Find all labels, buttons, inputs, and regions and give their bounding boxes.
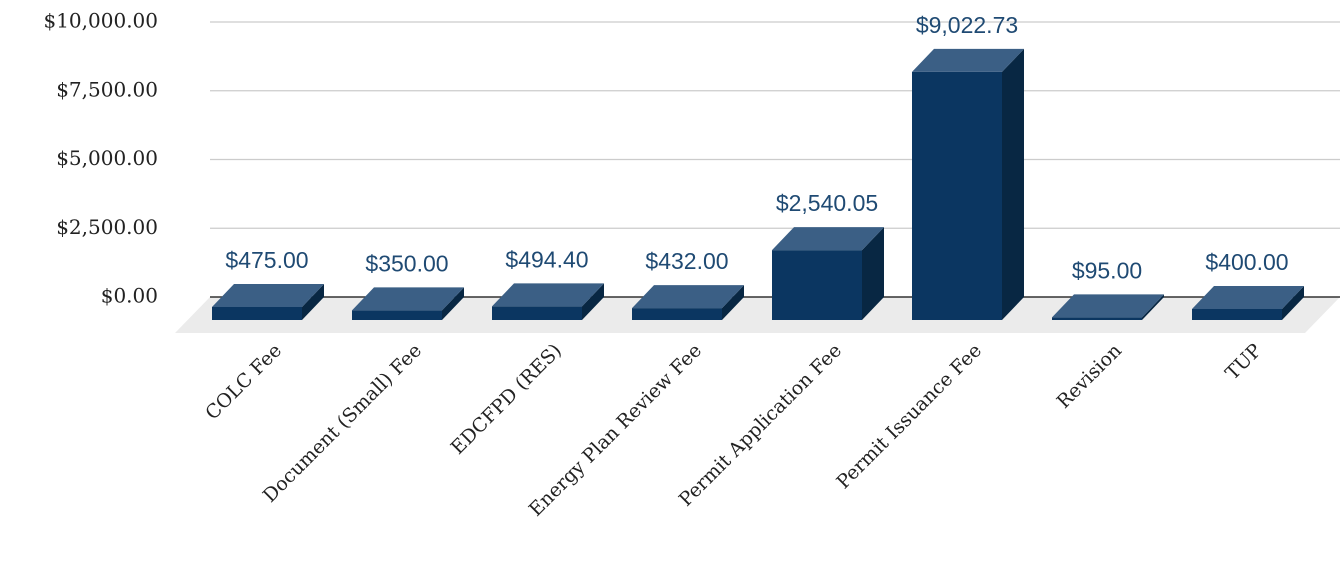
value-label: $95.00 [1072, 257, 1142, 283]
y-tick-label: $7,500.00 [56, 77, 158, 101]
bar [912, 71, 1002, 320]
bar-top [632, 285, 744, 309]
bar-side [1282, 286, 1304, 320]
bar-side [1002, 48, 1024, 320]
y-tick-label: $5,000.00 [56, 146, 158, 170]
bar-side [302, 283, 324, 320]
value-label: $2,540.05 [776, 190, 878, 216]
value-label: $432.00 [645, 248, 728, 274]
value-label: $475.00 [225, 247, 308, 273]
bar [212, 306, 302, 320]
bar-top [492, 283, 604, 307]
floor [175, 297, 1340, 333]
value-label: $400.00 [1205, 249, 1288, 275]
bar-side [722, 285, 744, 320]
bar [352, 310, 442, 320]
x-tick-label: TUP [1221, 339, 1266, 384]
bar-side [442, 287, 464, 320]
x-tick-label: Permit Issuance Fee [832, 340, 986, 494]
bar-top [1052, 294, 1164, 318]
y-tick-label: $2,500.00 [56, 215, 158, 239]
bar-top [912, 48, 1024, 72]
bar [492, 306, 582, 320]
x-tick-label: Permit Application Fee [675, 340, 846, 511]
bar [632, 308, 722, 320]
bar-side [862, 227, 884, 320]
bar-top [1192, 286, 1304, 309]
y-tick-label: $0.00 [101, 284, 158, 308]
bar-top [772, 227, 884, 251]
x-tick-label: Document (Small) Fee [259, 340, 426, 507]
x-tick-label: COLC Fee [201, 340, 286, 425]
bar-top [352, 287, 464, 311]
x-tick-label: Revision [1053, 340, 1126, 413]
bar-top [212, 283, 324, 307]
bar [1192, 309, 1282, 320]
bar [1052, 317, 1142, 320]
value-label: $350.00 [365, 250, 448, 276]
value-label: $9,022.73 [916, 12, 1018, 38]
value-label: $494.40 [505, 246, 588, 272]
x-tick-label: EDCFPD (RES) [447, 340, 566, 459]
bar-side [1142, 294, 1164, 320]
bar-side [582, 283, 604, 320]
y-tick-label: $10,000.00 [43, 9, 158, 33]
bar [772, 250, 862, 320]
